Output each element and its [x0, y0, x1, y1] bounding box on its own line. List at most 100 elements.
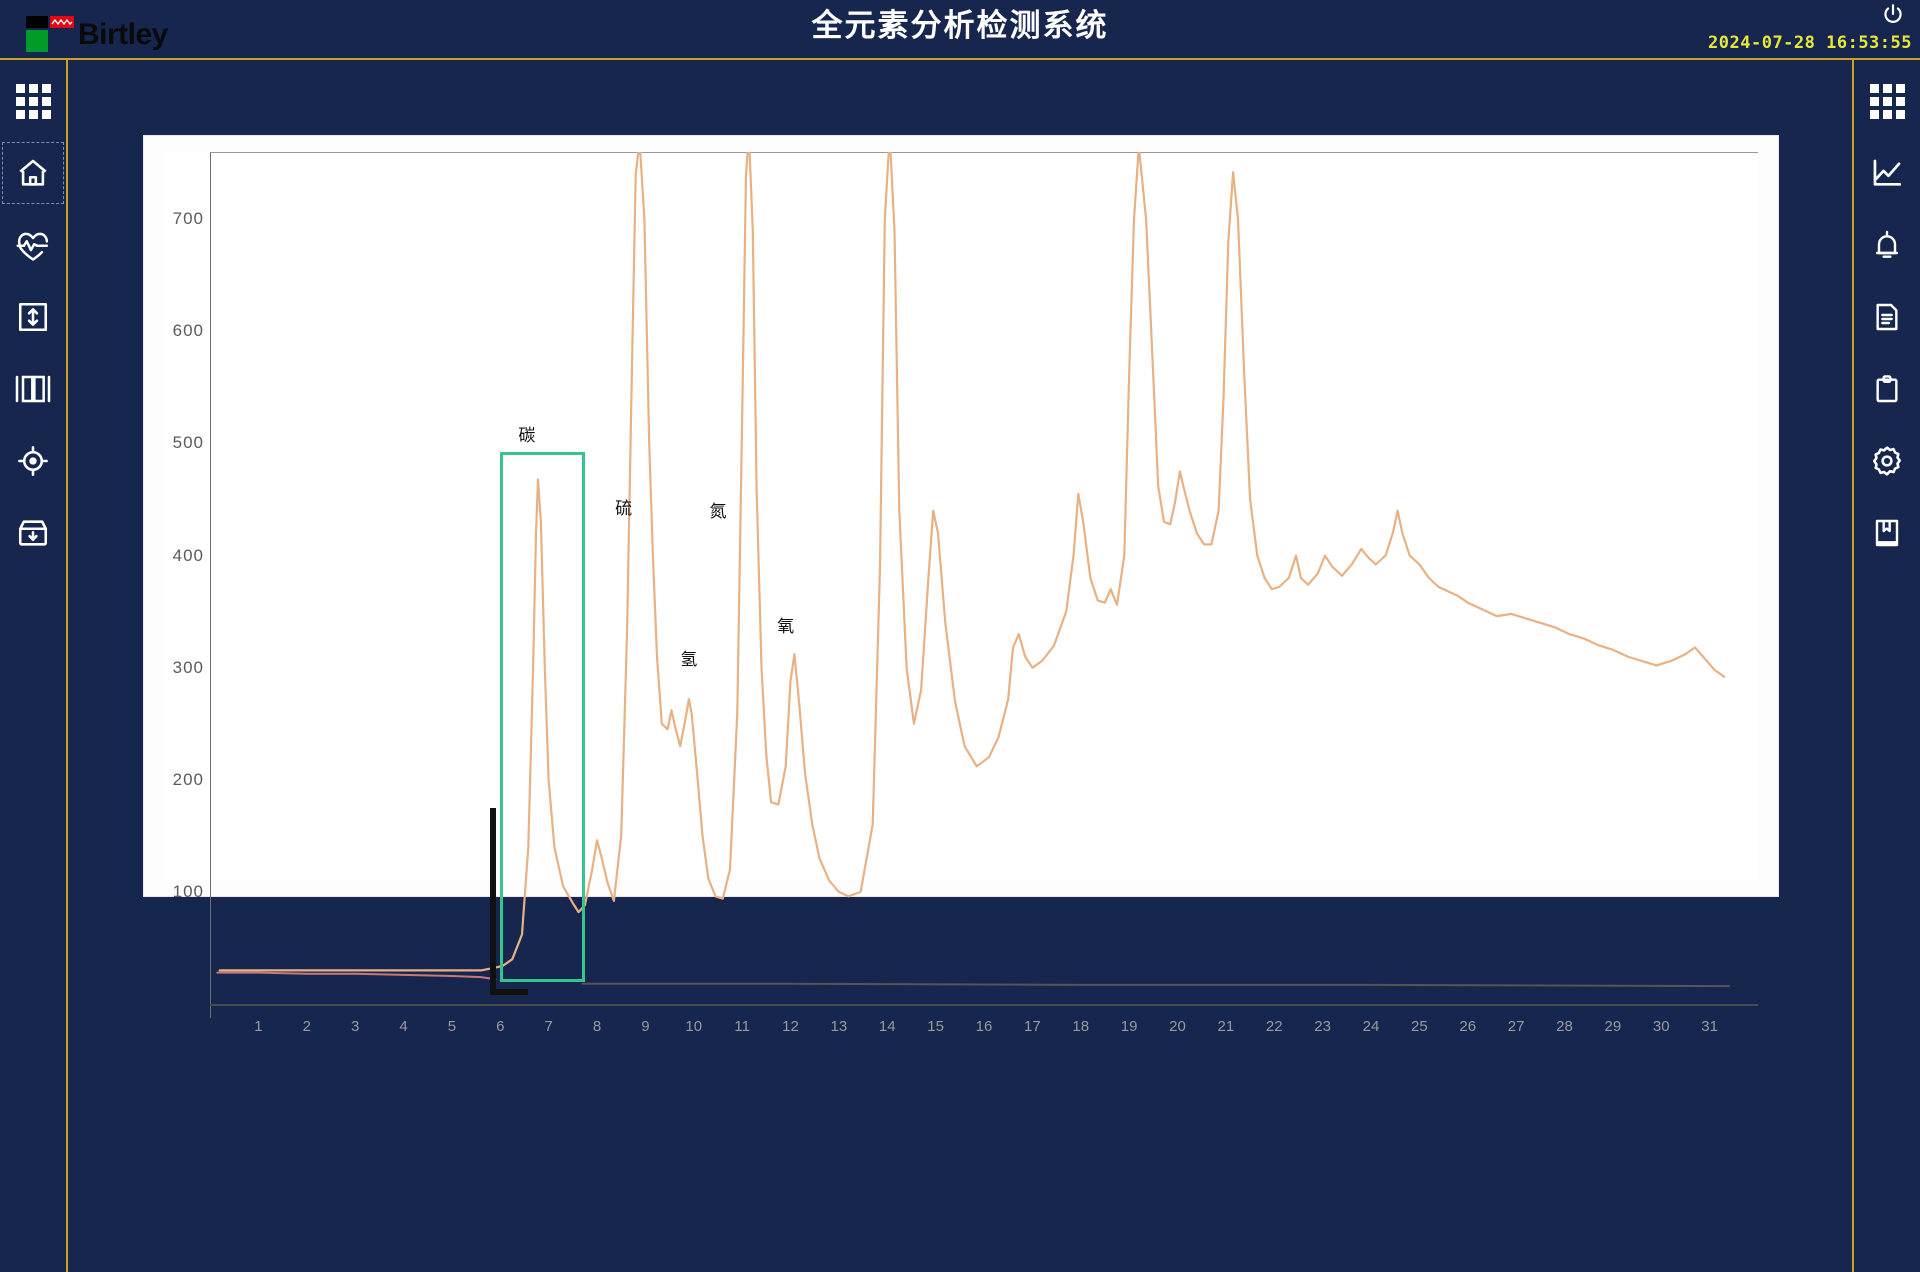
birtley-logo-mark [20, 12, 74, 52]
clipboard-icon [1876, 375, 1898, 403]
peak-label: 氮 [709, 502, 727, 522]
spectrum-series-layer [216, 152, 1730, 988]
y-axis-tick: 700 [172, 209, 204, 229]
x-axis-tick: 25 [1411, 1018, 1428, 1035]
line-chart-icon [1873, 159, 1902, 186]
sidebar-item-clipboard[interactable] [1854, 356, 1920, 422]
spectrum-plot[interactable]: 700 600 500 400 300 200 100 1 2 3 4 5 6 7 8 9 10 11 12 13 1… [164, 152, 1758, 1035]
sidebar-item-monitoring[interactable] [0, 212, 66, 278]
x-axis-tick: 28 [1556, 1018, 1573, 1035]
grid-menu-icon [15, 83, 51, 119]
x-axis-tick: 5 [447, 1018, 457, 1035]
x-axis-tick: 14 [878, 1018, 896, 1035]
sidebar-item-download[interactable] [0, 500, 66, 566]
y-axis-tick: 100 [172, 881, 204, 901]
home-icon [19, 159, 47, 186]
bracket-horizontal [489, 989, 528, 996]
page-title: 全元素分析检测系统 [811, 8, 1109, 43]
plot-frame [210, 152, 1758, 1018]
x-axis-tick: 9 [641, 1018, 650, 1035]
spectrum-chart-card: 700 600 500 400 300 200 100 1 2 3 4 5 6 7 8 9 10 11 12 13 1… [144, 136, 1778, 1035]
series-baseline-red [216, 971, 497, 981]
y-axis-tick: 300 [172, 657, 204, 677]
x-axis-tick: 4 [399, 1018, 408, 1035]
x-axis-tick: 18 [1072, 1018, 1090, 1035]
peak-label: 氧 [777, 616, 795, 636]
vertical-resize-icon [18, 302, 48, 332]
y-axis: 700 600 500 400 300 200 100 [164, 152, 210, 1012]
heart-pulse-icon [16, 232, 49, 261]
y-axis-tick: 500 [172, 433, 204, 453]
x-axis-tick: 19 [1120, 1018, 1138, 1035]
grid-menu-icon [1869, 83, 1905, 119]
sidebar-item-target[interactable] [0, 428, 66, 494]
x-axis-tick: 13 [830, 1018, 848, 1035]
logo-green-block [26, 30, 48, 52]
crosshair-target-icon [18, 446, 48, 476]
header-divider [0, 58, 1920, 60]
x-axis-tick: 7 [544, 1018, 553, 1035]
x-axis-tick: 6 [496, 1018, 505, 1035]
plot-baseline-axis [210, 1004, 1758, 1006]
right-sidebar [1852, 60, 1920, 1272]
sidebar-item-grid-menu-right[interactable] [1854, 68, 1920, 134]
x-axis-tick: 11 [734, 1018, 750, 1035]
y-axis-tick: 400 [172, 545, 204, 565]
peak-label: 碳 [518, 426, 536, 446]
system-clock: 2024-07-28 16:53:55 [1708, 33, 1912, 53]
sidebar-item-vertical-resize[interactable] [0, 284, 66, 350]
gear-icon [1872, 446, 1902, 476]
y-axis-tick: 600 [172, 321, 204, 341]
x-axis-tick: 1 [254, 1018, 263, 1035]
x-axis-tick: 3 [350, 1018, 360, 1035]
sidebar-item-document[interactable] [1854, 284, 1920, 350]
left-sidebar [0, 60, 68, 1272]
x-axis-tick: 30 [1652, 1018, 1670, 1035]
carbon-peak-selection[interactable] [500, 452, 585, 982]
series-spectrum [218, 152, 1726, 972]
x-axis-tick: 26 [1459, 1018, 1477, 1035]
sidebar-item-bar-gauge[interactable] [0, 356, 66, 422]
x-axis-tick: 29 [1604, 1018, 1622, 1035]
peak-label: 氢 [680, 650, 698, 670]
book-icon [1875, 519, 1899, 547]
sidebar-item-settings[interactable] [1854, 428, 1920, 494]
x-axis-tick: 16 [975, 1018, 993, 1035]
sidebar-item-grid-menu[interactable] [0, 68, 66, 134]
main-content: 700 600 500 400 300 200 100 1 2 3 4 5 6 7 8 9 10 11 12 13 1… [70, 60, 1850, 1270]
x-axis-tick: 8 [592, 1018, 602, 1035]
x-axis-tick: 23 [1314, 1018, 1331, 1035]
logo-zigzag-icon [51, 18, 73, 26]
series-baseline-grey [581, 982, 1730, 988]
brand-logo: Birtley [20, 4, 168, 52]
download-box-icon [18, 520, 48, 546]
app-header: Birtley 全元素分析检测系统 2024-07-28 16:53:55 [0, 0, 1920, 60]
y-axis-tick: 200 [172, 769, 204, 789]
x-axis-tick: 31 [1701, 1018, 1718, 1035]
x-axis-tick: 12 [782, 1018, 799, 1035]
x-axis-tick: 22 [1265, 1018, 1283, 1035]
x-axis-tick: 24 [1362, 1018, 1380, 1035]
range-bracket[interactable] [489, 807, 530, 996]
x-axis: 1 2 3 4 5 6 7 8 9 10 11 12 13 14 15 16 17 18 19 20 21 22 23 24 2… [210, 1018, 1758, 1048]
sidebar-item-line-chart[interactable] [1854, 140, 1920, 206]
bar-gauge-icon [15, 375, 51, 403]
x-axis-tick: 20 [1169, 1018, 1186, 1035]
logo-black-block [26, 16, 48, 28]
power-icon[interactable] [1880, 2, 1906, 28]
bracket-vertical [489, 807, 496, 996]
sidebar-item-home[interactable] [0, 140, 66, 206]
x-axis-tick: 2 [302, 1018, 311, 1035]
sidebar-item-alarm[interactable] [1854, 212, 1920, 278]
x-axis-tick: 10 [685, 1018, 703, 1035]
x-axis-tick: 15 [927, 1018, 944, 1035]
x-axis-tick: 17 [1024, 1018, 1041, 1035]
peak-label: 硫 [615, 498, 633, 518]
sidebar-item-manual[interactable] [1854, 500, 1920, 566]
brand-name: Birtley [78, 18, 168, 51]
x-axis-tick: 21 [1217, 1018, 1235, 1035]
bell-icon [1875, 230, 1899, 258]
logo-red-block [50, 16, 74, 28]
x-axis-tick: 27 [1507, 1018, 1525, 1035]
